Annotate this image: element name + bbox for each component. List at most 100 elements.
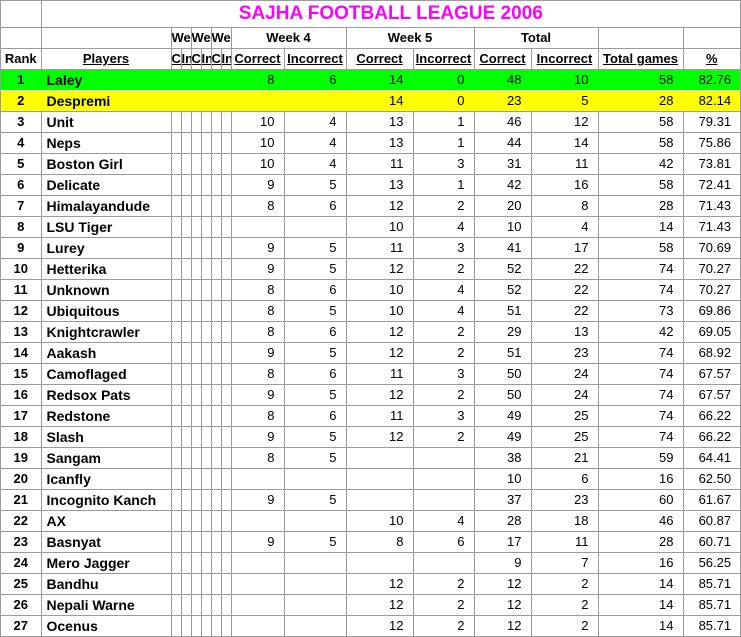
player-name-cell: Camoflaged xyxy=(41,363,172,385)
week5-incorrect-cell: 2 xyxy=(413,342,475,364)
week1-correct-header: Correct xyxy=(171,48,182,70)
week2-correct-cell xyxy=(191,300,202,322)
rank-cell: 11 xyxy=(1,279,42,301)
rank-cell: 25 xyxy=(1,573,42,595)
week2-incorrect-cell xyxy=(201,153,212,175)
total-games-cell: 60 xyxy=(598,489,684,511)
week2-incorrect-cell xyxy=(201,279,212,301)
total-incorrect-header: Incorrect xyxy=(531,48,599,70)
week1-incorrect-cell xyxy=(181,69,192,91)
rank-cell: 1 xyxy=(1,69,42,91)
week1-correct-cell xyxy=(171,69,182,91)
week2-incorrect-cell xyxy=(201,90,212,112)
week3-correct-cell xyxy=(211,153,222,175)
percent-cell: 60.71 xyxy=(683,531,740,553)
week2-correct-cell xyxy=(191,615,202,636)
week2-correct-cell xyxy=(191,426,202,448)
week4-correct-cell: 9 xyxy=(231,384,285,406)
week4-incorrect-header: Incorrect xyxy=(284,48,347,70)
week4-incorrect-cell: 5 xyxy=(284,531,347,553)
percent-cell: 62.50 xyxy=(683,468,740,490)
week3-incorrect-cell xyxy=(221,258,232,280)
week5-incorrect-cell xyxy=(413,552,475,574)
week3-correct-cell xyxy=(211,489,222,511)
week4-incorrect-cell xyxy=(284,90,347,112)
week1-incorrect-cell xyxy=(181,174,192,196)
total-games-cell: 58 xyxy=(598,111,684,133)
total-correct-cell: 49 xyxy=(474,405,532,427)
week4-incorrect-cell xyxy=(284,573,347,595)
week4-incorrect-cell: 6 xyxy=(284,279,347,301)
week3-correct-cell xyxy=(211,90,222,112)
week1-correct-cell xyxy=(171,384,182,406)
rank-cell: 5 xyxy=(1,153,42,175)
rank-cell: 20 xyxy=(1,468,42,490)
total-incorrect-cell: 10 xyxy=(531,69,599,91)
week3-correct-cell xyxy=(211,258,222,280)
week5-correct-cell: 10 xyxy=(346,279,414,301)
total-correct-cell: 51 xyxy=(474,300,532,322)
week4-incorrect-cell: 6 xyxy=(284,195,347,217)
week3-incorrect-cell xyxy=(221,237,232,259)
week3-incorrect-cell xyxy=(221,69,232,91)
week2-correct-cell xyxy=(191,489,202,511)
week4-correct-cell: 10 xyxy=(231,153,285,175)
week5-correct-cell: 11 xyxy=(346,405,414,427)
week1-incorrect-cell xyxy=(181,132,192,154)
total-correct-cell: 17 xyxy=(474,531,532,553)
week1-correct-cell xyxy=(171,153,182,175)
week1-incorrect-cell xyxy=(181,342,192,364)
week5-correct-cell: 11 xyxy=(346,237,414,259)
week3-incorrect-cell xyxy=(221,342,232,364)
week1-correct-cell xyxy=(171,195,182,217)
total-correct-cell: 44 xyxy=(474,132,532,154)
total-correct-cell: 10 xyxy=(474,468,532,490)
total-games-cell: 28 xyxy=(598,90,684,112)
player-name-cell: Lurey xyxy=(41,237,172,259)
percent-cell: 85.71 xyxy=(683,573,740,595)
week1-correct-cell xyxy=(171,363,182,385)
column-header-row: Rank Players Correct Incorrect Correct I… xyxy=(1,48,740,70)
week3-incorrect-cell xyxy=(221,300,232,322)
week4-incorrect-cell: 5 xyxy=(284,426,347,448)
total-correct-cell: 52 xyxy=(474,258,532,280)
total-correct-cell: 52 xyxy=(474,279,532,301)
total-games-cell: 74 xyxy=(598,363,684,385)
week1-incorrect-cell xyxy=(181,426,192,448)
total-correct-cell: 12 xyxy=(474,615,532,636)
total-games-cell: 74 xyxy=(598,384,684,406)
week2-incorrect-cell xyxy=(201,258,212,280)
week2-incorrect-cell xyxy=(201,594,212,616)
week4-correct-cell xyxy=(231,90,285,112)
week4-incorrect-cell xyxy=(284,615,347,636)
week4-incorrect-cell xyxy=(284,594,347,616)
empty-header-cell xyxy=(41,27,172,49)
week3-correct-cell xyxy=(211,237,222,259)
week2-incorrect-cell xyxy=(201,132,212,154)
week5-correct-cell: 14 xyxy=(346,90,414,112)
total-games-cell: 16 xyxy=(598,552,684,574)
week4-correct-cell xyxy=(231,510,285,532)
week5-incorrect-cell: 4 xyxy=(413,216,475,238)
week2-correct-cell xyxy=(191,468,202,490)
week3-correct-cell xyxy=(211,342,222,364)
week5-correct-cell: 12 xyxy=(346,258,414,280)
table-row: 14 Aakash 9 5 12 2 51 23 74 68.92 xyxy=(1,342,740,364)
week1-incorrect-cell xyxy=(181,363,192,385)
week5-correct-cell: 13 xyxy=(346,174,414,196)
total-correct-cell: 9 xyxy=(474,552,532,574)
total-group-header: Total xyxy=(474,27,599,49)
week2-incorrect-cell xyxy=(201,426,212,448)
week2-incorrect-cell xyxy=(201,615,212,636)
total-incorrect-cell: 21 xyxy=(531,447,599,469)
total-correct-cell: 48 xyxy=(474,69,532,91)
week2-correct-cell xyxy=(191,447,202,469)
week2-incorrect-cell xyxy=(201,552,212,574)
week2-correct-cell xyxy=(191,69,202,91)
rank-cell: 23 xyxy=(1,531,42,553)
week2-correct-cell xyxy=(191,594,202,616)
rank-cell: 9 xyxy=(1,237,42,259)
table-row: 27 Ocenus 12 2 12 2 14 85.71 xyxy=(1,615,740,636)
player-name-cell: AX xyxy=(41,510,172,532)
